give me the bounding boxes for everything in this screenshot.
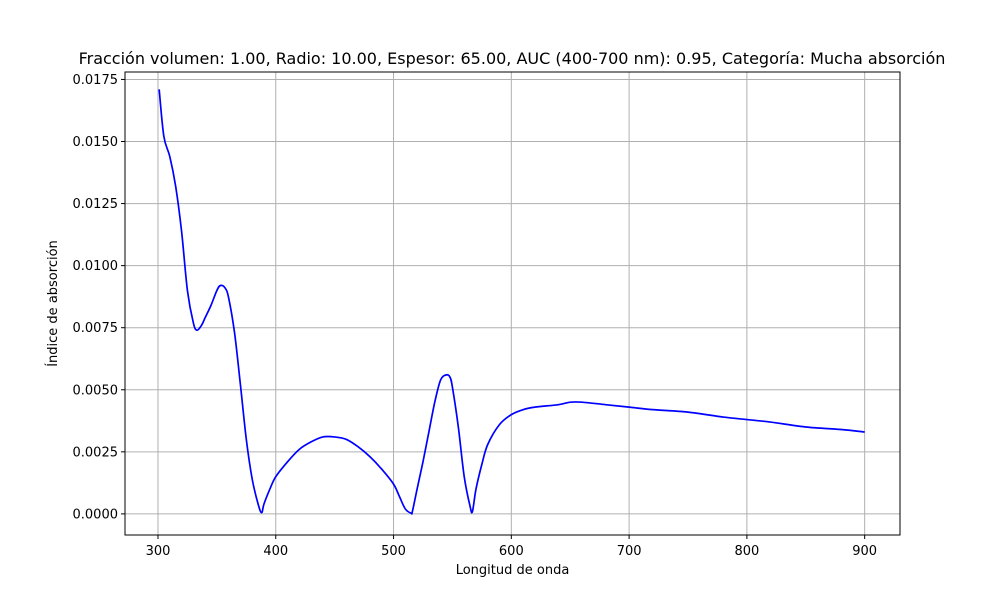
- x-tick-label: 500: [381, 544, 406, 559]
- x-tick-label: 900: [852, 544, 877, 559]
- grid-lines: [125, 72, 900, 535]
- series-line: [158, 89, 865, 515]
- y-tick-label: 0.0050: [73, 383, 119, 398]
- plot-frame: [124, 71, 901, 536]
- x-tick-label: 300: [146, 544, 171, 559]
- y-tick-label: 0.0175: [73, 73, 119, 88]
- x-tick-label: 700: [617, 544, 642, 559]
- x-axis-ticks: 300 400 500 600 700 800 900: [146, 535, 877, 559]
- x-tick-label: 800: [734, 544, 759, 559]
- y-tick-label: 0.0075: [73, 321, 119, 336]
- y-tick-label: 0.0000: [73, 507, 119, 522]
- x-tick-label: 400: [263, 544, 288, 559]
- chart-title: Fracción volumen: 1.00, Radio: 10.00, Es…: [79, 49, 946, 68]
- series-layer: [158, 89, 865, 515]
- y-axis-label: Índice de absorción: [45, 240, 61, 367]
- x-tick-label: 600: [499, 544, 524, 559]
- y-axis-ticks: 0.0000 0.0025 0.0050 0.0075 0.0100 0.0125 0.01…: [73, 73, 125, 522]
- y-tick-label: 0.0025: [73, 445, 119, 460]
- y-tick-label: 0.0100: [73, 259, 119, 274]
- x-axis-label: Longitud de onda: [456, 563, 570, 578]
- y-tick-label: 0.0150: [73, 135, 119, 150]
- y-tick-label: 0.0125: [73, 197, 119, 212]
